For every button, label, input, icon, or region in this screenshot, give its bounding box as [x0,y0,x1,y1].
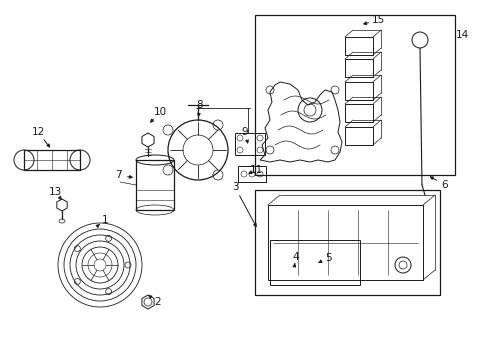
Text: 15: 15 [371,15,385,25]
Text: 12: 12 [31,127,45,137]
Text: 9: 9 [242,127,248,137]
Text: 5: 5 [325,253,331,263]
Bar [345,127,373,145]
Text: 6: 6 [441,180,448,190]
Text: 10: 10 [153,107,167,117]
Bar [235,133,265,155]
Text: 14: 14 [455,30,468,40]
Text: 7: 7 [115,170,122,180]
Text: 3: 3 [232,182,238,192]
Text: 1: 1 [102,215,108,225]
Bar [345,104,373,122]
Text: 13: 13 [49,187,62,197]
Bar [268,205,423,280]
Text: 4: 4 [293,252,299,262]
Bar [238,166,266,182]
Bar [255,190,440,295]
Text: 11: 11 [249,165,263,175]
Bar [345,82,373,100]
Bar [24,150,80,170]
Bar [136,160,174,210]
Bar [345,59,373,77]
Bar [345,37,373,55]
Text: 2: 2 [155,297,161,307]
Bar [255,15,455,175]
Bar [270,240,360,285]
Text: 8: 8 [196,100,203,110]
